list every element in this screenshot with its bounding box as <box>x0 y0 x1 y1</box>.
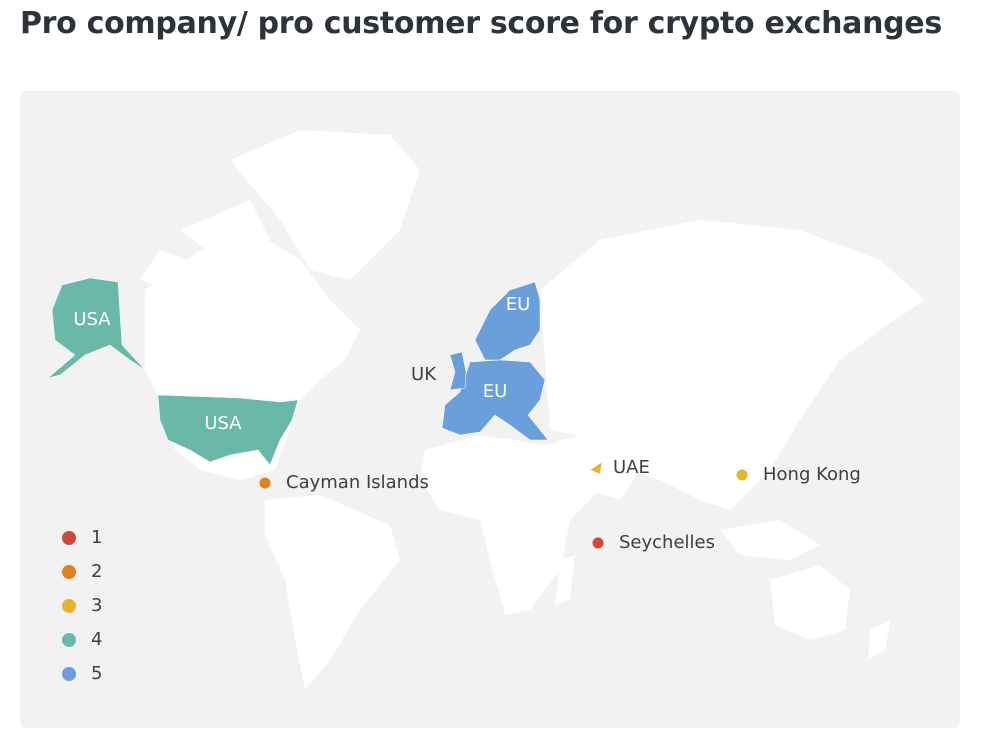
region <box>474 281 541 361</box>
land <box>140 130 925 690</box>
region <box>449 351 467 391</box>
legend-swatch <box>62 599 76 613</box>
region <box>589 461 603 475</box>
legend-label: 4 <box>91 629 102 650</box>
legend-swatch <box>62 531 76 545</box>
region-label: EU <box>506 294 531 315</box>
region-label: UAE <box>613 457 650 478</box>
title: Pro company/ pro customer score for cryp… <box>20 6 942 41</box>
region <box>441 359 549 441</box>
legend-swatch <box>62 667 76 681</box>
africa <box>420 435 600 615</box>
legend-label: 5 <box>91 663 102 684</box>
south-america <box>265 495 400 690</box>
marker-label: Cayman Islands <box>286 472 429 493</box>
legend-swatch <box>62 565 76 579</box>
legend-label: 1 <box>91 527 102 548</box>
legend-label: 2 <box>91 561 102 582</box>
indonesia <box>720 520 820 560</box>
greenland <box>230 130 420 280</box>
marker <box>736 469 748 481</box>
region-label: UK <box>411 364 437 385</box>
marker-label: Seychelles <box>619 532 715 553</box>
region-label: USA <box>73 309 111 330</box>
new-zealand <box>868 620 890 660</box>
region <box>47 277 146 379</box>
region-label: USA <box>204 413 242 434</box>
madagascar <box>555 555 575 605</box>
legend-label: 3 <box>91 595 102 616</box>
australia <box>770 565 850 640</box>
marker <box>592 537 604 549</box>
region <box>157 394 299 466</box>
marker-label: Hong Kong <box>763 464 861 485</box>
arctic-islands <box>140 200 270 290</box>
marker <box>259 477 271 489</box>
asia <box>540 220 925 510</box>
legend-swatch <box>62 633 76 647</box>
region-label: EU <box>483 381 508 402</box>
